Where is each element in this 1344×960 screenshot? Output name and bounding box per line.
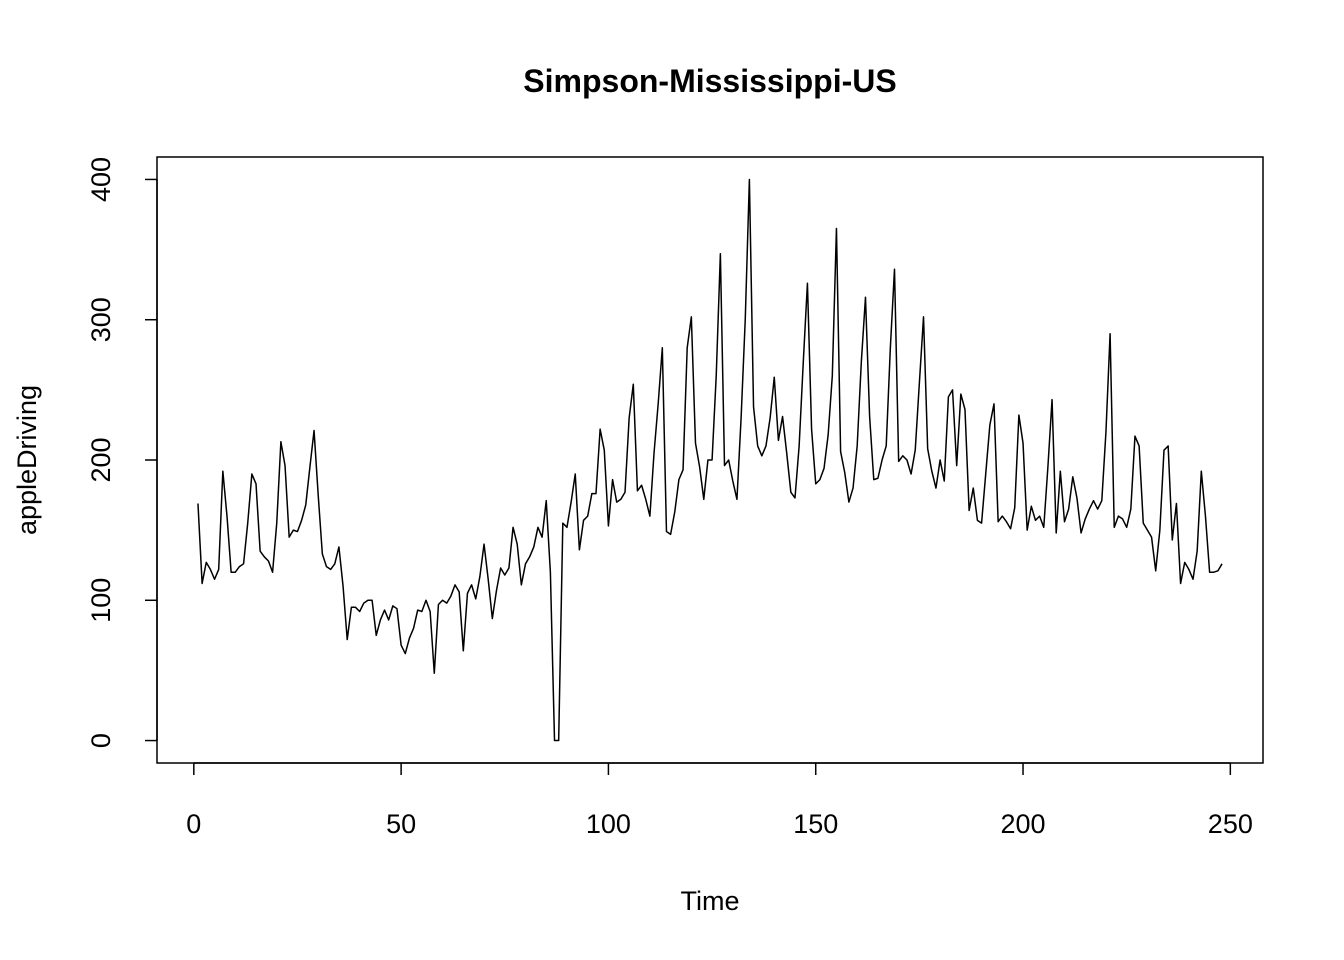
x-tick-label: 250 [1208, 809, 1253, 839]
y-axis-label: appleDriving [12, 385, 42, 535]
x-tick-label: 100 [586, 809, 631, 839]
y-tick-label: 400 [86, 157, 116, 202]
y-tick-label: 100 [86, 578, 116, 623]
data-line [197, 178, 1223, 742]
x-tick-label: 50 [386, 809, 416, 839]
chart-title: Simpson-Mississippi-US [523, 63, 896, 99]
y-tick-label: 0 [86, 733, 116, 748]
x-tick-label: 0 [186, 809, 201, 839]
x-tick-label: 150 [793, 809, 838, 839]
x-axis-label: Time [681, 886, 740, 916]
y-tick-label: 300 [86, 297, 116, 342]
y-tick-label: 200 [86, 437, 116, 482]
x-tick-label: 200 [1000, 809, 1045, 839]
